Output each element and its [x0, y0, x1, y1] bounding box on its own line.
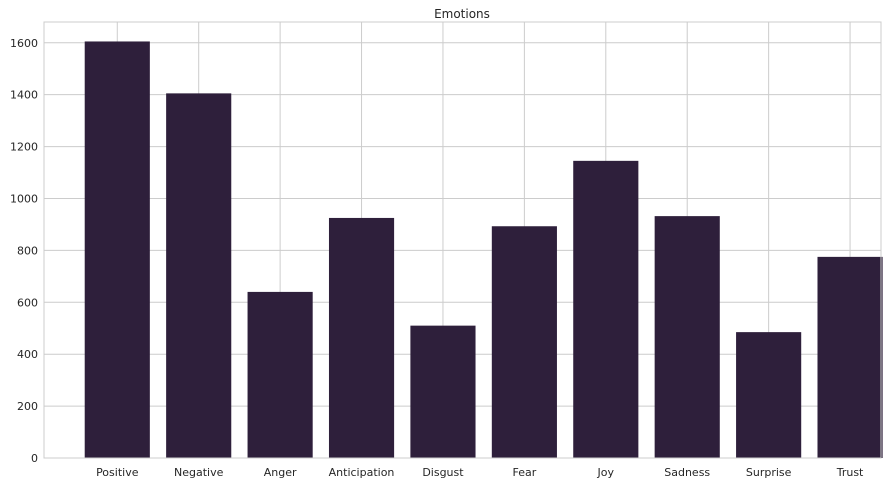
- bar-joy: [573, 160, 639, 458]
- chart-title: Emotions: [434, 7, 490, 21]
- bar-sadness: [654, 216, 720, 458]
- y-tick-label: 800: [17, 244, 38, 257]
- bar-layer: [84, 41, 883, 458]
- bar-surprise: [736, 332, 802, 458]
- x-tick-label: Negative: [174, 466, 224, 479]
- bar-trust: [817, 256, 883, 458]
- y-tick-label: 1400: [10, 89, 38, 102]
- x-tick-label: Positive: [96, 466, 139, 479]
- y-tick-label: 600: [17, 296, 38, 309]
- y-tick-label: 1600: [10, 37, 38, 50]
- x-tick-label: Surprise: [746, 466, 792, 479]
- y-tick-label: 0: [31, 452, 38, 465]
- bar-fear: [491, 226, 557, 458]
- bar-anger: [247, 291, 313, 458]
- axis-layer: 0 200 400 600 800 1000 1200 1400 1600 Positive Neg…: [10, 37, 864, 479]
- y-tick-label: 400: [17, 348, 38, 361]
- x-tick-label: Disgust: [422, 466, 464, 479]
- bar-negative: [166, 93, 232, 458]
- bar-positive: [84, 41, 150, 458]
- bar-disgust: [410, 325, 476, 458]
- y-tick-label: 200: [17, 400, 38, 413]
- x-tick-label: Fear: [512, 466, 536, 479]
- bar-anticipation: [328, 217, 395, 458]
- x-tick-label: Joy: [597, 466, 615, 479]
- y-tick-label: 1000: [10, 192, 38, 205]
- x-tick-label: Sadness: [664, 466, 710, 479]
- x-tick-label: Anticipation: [329, 466, 395, 479]
- x-tick-label: Anger: [264, 466, 297, 479]
- plot-frame: [43, 21, 882, 459]
- x-tick-label: Trust: [836, 466, 864, 479]
- y-tick-label: 1200: [10, 141, 38, 154]
